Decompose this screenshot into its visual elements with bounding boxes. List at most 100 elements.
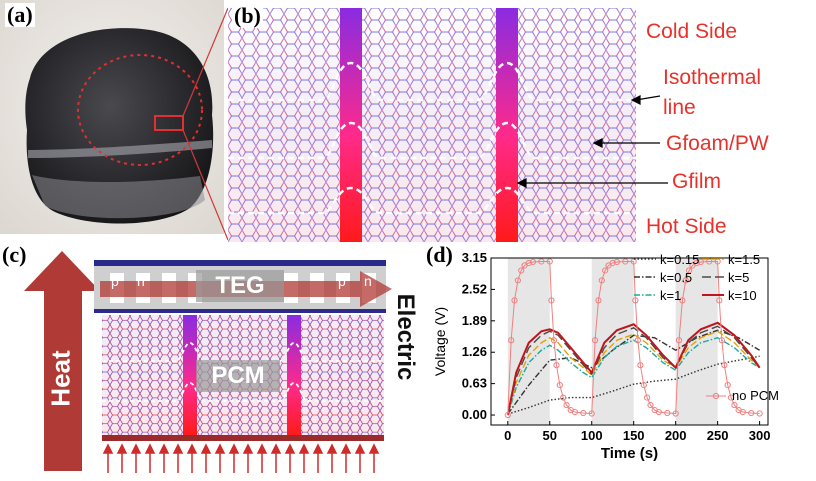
y-axis-label: Voltage (V) bbox=[432, 307, 448, 376]
gfilm-strip-right bbox=[496, 8, 518, 242]
series-6-point-11 bbox=[550, 337, 558, 344]
gfoam-pw-label: Gfoam/PW bbox=[666, 132, 769, 155]
panel-a: (a) bbox=[0, 0, 224, 234]
series-6-point-51 bbox=[724, 382, 731, 389]
series-6-point-12 bbox=[553, 362, 560, 369]
series-6-point-25 bbox=[609, 259, 616, 267]
series-6-point-28 bbox=[630, 258, 637, 265]
legend-label-1: k=0.5 bbox=[660, 270, 692, 285]
series-6-point-37 bbox=[664, 409, 671, 417]
legend-label-0: k=0.15 bbox=[660, 252, 699, 267]
series-6-point-42 bbox=[685, 267, 693, 274]
isothermal-label-line2: line bbox=[663, 96, 696, 119]
series-6-point-33 bbox=[644, 394, 651, 401]
series-6-point-14 bbox=[560, 394, 567, 401]
series-6-point-6 bbox=[525, 259, 532, 267]
pcm-label: PCM bbox=[211, 362, 265, 389]
series-6-point-2 bbox=[511, 297, 518, 304]
series-6-point-38 bbox=[672, 410, 679, 417]
teg-p-left: p bbox=[111, 273, 119, 289]
series-6-point-18 bbox=[580, 409, 587, 417]
legend-marker-6 bbox=[712, 392, 720, 400]
y-tick-label-3: 1.89 bbox=[462, 313, 487, 328]
legend-label-5: k=10 bbox=[728, 288, 757, 303]
teg-n-left: n bbox=[137, 273, 145, 289]
series-6-point-22 bbox=[598, 277, 605, 284]
panel-b-label: (b) bbox=[232, 3, 263, 28]
series-6-point-15 bbox=[563, 401, 570, 409]
sample-photo bbox=[0, 0, 224, 234]
series-6-point-27 bbox=[622, 258, 629, 265]
x-tick-label-3: 150 bbox=[623, 428, 645, 443]
cold-side-label: Cold Side bbox=[646, 20, 738, 43]
series-6-point-52 bbox=[727, 394, 735, 401]
series-6-point-8 bbox=[538, 258, 545, 265]
heat-arrow bbox=[24, 251, 100, 471]
series-6-point-55 bbox=[739, 408, 746, 416]
x-tick-label-2: 100 bbox=[581, 428, 603, 443]
gfilm-strip-left bbox=[340, 8, 362, 242]
shaded-interval-2 bbox=[675, 258, 718, 425]
x-axis-label: Time (s) bbox=[601, 445, 658, 462]
panel-b: (b) bbox=[228, 4, 636, 242]
series-6-point-10 bbox=[548, 297, 555, 304]
panel-a-label: (a) bbox=[5, 2, 35, 27]
series-6-point-3 bbox=[514, 277, 521, 284]
series-6-point-49 bbox=[718, 337, 725, 344]
series-6-point-19 bbox=[588, 410, 595, 417]
y-tick-label-4: 2.52 bbox=[462, 281, 487, 296]
series-6-point-50 bbox=[721, 362, 728, 369]
heat-label: Heat bbox=[45, 350, 76, 407]
panel-d-label: (d) bbox=[424, 242, 455, 267]
series-line-1 bbox=[507, 329, 760, 415]
panel-d: 0 50 100 150 200 250 300 0.00 0.63 1.26 1.89 2.52 3.… bbox=[420, 243, 816, 481]
shaded-interval-1 bbox=[591, 258, 634, 425]
series-6-point-36 bbox=[655, 408, 662, 416]
series-6-point-21 bbox=[595, 297, 602, 304]
legend-label-2: k=1 bbox=[660, 288, 681, 303]
zoom-region-box bbox=[154, 115, 184, 131]
teg-n-right: n bbox=[364, 273, 372, 289]
electric-label: Electric bbox=[392, 293, 419, 381]
series-6-point-13 bbox=[556, 382, 563, 389]
series-6-point-46 bbox=[706, 258, 713, 265]
y-tick-label-0: 0.00 bbox=[462, 407, 487, 422]
series-6-point-45 bbox=[697, 258, 704, 266]
series-6-point-17 bbox=[571, 408, 579, 416]
series-6-point-39 bbox=[675, 337, 683, 344]
series-6-point-41 bbox=[682, 277, 689, 284]
foam-schematic bbox=[228, 8, 636, 242]
plot-frame bbox=[490, 257, 769, 426]
x-tick-label-5: 250 bbox=[707, 428, 729, 443]
series-6-point-31 bbox=[637, 362, 644, 369]
legend-label-6: no PCM bbox=[732, 388, 779, 403]
series-line-2 bbox=[507, 337, 760, 416]
series-6-point-0 bbox=[504, 411, 511, 419]
series-6-point-34 bbox=[647, 401, 654, 409]
series-6-point-7 bbox=[529, 258, 537, 266]
bottom-heat-arrows bbox=[102, 443, 380, 473]
panel-c-label: (c) bbox=[0, 242, 29, 267]
series-6-point-4 bbox=[518, 267, 525, 274]
voltage-chart: 0 50 100 150 200 250 300 0.00 0.63 1.26 1.89 2.52 3.… bbox=[432, 250, 779, 462]
series-6-point-40 bbox=[679, 297, 686, 304]
legend-label-4: k=5 bbox=[728, 270, 749, 285]
series-6-point-44 bbox=[693, 259, 700, 267]
series-6-point-23 bbox=[602, 267, 609, 274]
device-schematic bbox=[24, 251, 392, 473]
series-6-point-29 bbox=[632, 297, 639, 304]
x-tick-label-1: 50 bbox=[543, 428, 557, 443]
y-tick-label-2: 1.26 bbox=[462, 344, 487, 359]
y-tick-label-5: 3.15 bbox=[462, 250, 487, 265]
series-line-3 bbox=[507, 330, 761, 416]
gfilm-label: Gfilm bbox=[672, 170, 721, 193]
series-6-point-48 bbox=[716, 297, 723, 304]
series-6-point-9 bbox=[546, 258, 553, 265]
series-line-5 bbox=[506, 321, 761, 416]
y-tick-label-1: 0.63 bbox=[462, 376, 487, 391]
isothermal-label-line1: Isothermal bbox=[663, 66, 762, 89]
hot-side-label: Hot Side bbox=[646, 215, 727, 238]
teg-label: TEG bbox=[215, 272, 265, 299]
series-line-4 bbox=[507, 325, 761, 416]
series-6-point-20 bbox=[591, 337, 599, 344]
